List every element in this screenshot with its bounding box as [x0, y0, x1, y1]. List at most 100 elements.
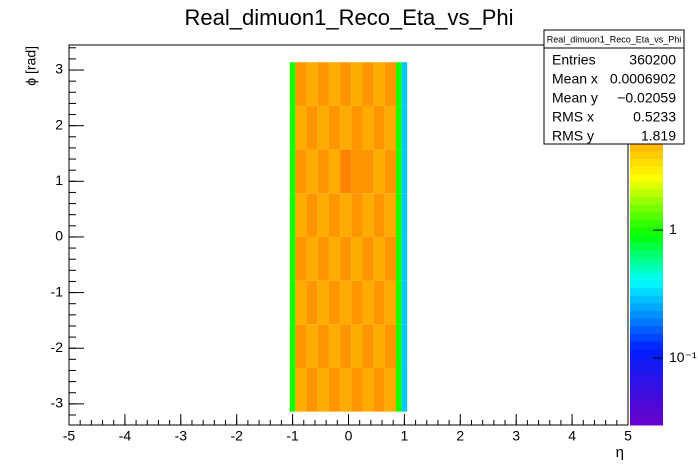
- color-scale-step: [630, 189, 663, 198]
- heat-cell: [401, 149, 408, 194]
- heat-cell: [351, 280, 363, 325]
- color-scale-step: [630, 341, 663, 350]
- heat-cell: [317, 149, 329, 194]
- y-tick-label: 2: [55, 116, 63, 132]
- heat-cell: [351, 105, 363, 150]
- color-scale-step: [630, 311, 663, 320]
- heat-cell: [328, 280, 341, 325]
- z-tick-label: 10⁻¹: [669, 349, 697, 365]
- stats-label: Mean x: [552, 71, 598, 87]
- heat-cell: [317, 62, 329, 106]
- heat-cell: [351, 62, 363, 106]
- color-scale-step: [630, 151, 663, 160]
- color-scale-step: [630, 288, 663, 297]
- heat-cell: [295, 149, 307, 194]
- color-scale-step: [630, 280, 663, 289]
- x-tick-label: 2: [456, 428, 464, 444]
- heat-cell: [384, 367, 397, 412]
- color-scale-step: [630, 402, 663, 411]
- color-scale-step: [630, 387, 663, 396]
- heat-cell: [384, 149, 397, 194]
- y-tick-label: 0: [55, 228, 63, 244]
- heat-cell: [396, 193, 402, 237]
- stats-value: 0.0006902: [610, 71, 676, 87]
- heat-cell: [396, 324, 402, 368]
- z-tick-label: 1: [669, 221, 677, 237]
- heat-cell: [295, 236, 307, 281]
- heat-cell: [384, 193, 397, 237]
- heat-cell: [373, 193, 385, 237]
- heat-cell: [306, 280, 318, 325]
- heat-cell: [289, 236, 296, 281]
- heat-cell: [317, 280, 329, 325]
- heat-cell: [340, 105, 352, 150]
- heat-cell: [362, 193, 374, 237]
- heat-cell: [384, 236, 397, 281]
- heat-cell: [396, 62, 402, 106]
- x-tick-label: -3: [175, 428, 188, 444]
- x-tick-label: 0: [345, 428, 353, 444]
- color-scale-step: [630, 159, 663, 168]
- y-tick-label: -3: [51, 395, 64, 411]
- stats-label: Mean y: [552, 90, 598, 106]
- color-scale-step: [630, 409, 663, 418]
- heat-cell: [328, 105, 341, 150]
- heat-cell: [289, 62, 296, 106]
- heat-cell: [328, 236, 341, 281]
- stats-box: [543, 29, 685, 145]
- heat-cell: [384, 62, 397, 106]
- stats-value: 1.819: [641, 128, 676, 144]
- heat-cell: [351, 193, 363, 237]
- heat-cell: [317, 105, 329, 150]
- heat-cell: [362, 149, 374, 194]
- y-tick-label: -1: [51, 283, 64, 299]
- color-scale-step: [630, 417, 663, 426]
- color-scale-step: [630, 212, 663, 221]
- stats-value: 0.5233: [633, 109, 676, 125]
- heat-cell: [289, 280, 296, 325]
- stats-value: 360200: [629, 52, 676, 68]
- heat-cell: [362, 367, 374, 412]
- x-tick-label: -2: [230, 428, 243, 444]
- chart-title: Real_dimuon1_Reco_Eta_vs_Phi: [185, 5, 514, 30]
- heat-cell: [289, 105, 296, 150]
- color-scale-step: [630, 273, 663, 282]
- heat-cell: [317, 324, 329, 368]
- y-tick-label: -2: [51, 339, 64, 355]
- heat-cell: [306, 105, 318, 150]
- heat-cell: [401, 62, 408, 106]
- heat-cell: [373, 280, 385, 325]
- heat-cell: [317, 236, 329, 281]
- heat-cell: [351, 149, 363, 194]
- heat-cell: [396, 367, 402, 412]
- y-tick-label: 3: [55, 61, 63, 77]
- heat-cell: [351, 367, 363, 412]
- heat-cell: [401, 236, 408, 281]
- color-scale-step: [630, 333, 663, 342]
- heat-cell: [362, 324, 374, 368]
- color-scale-step: [630, 219, 663, 228]
- heat-cell: [401, 367, 408, 412]
- heat-cell: [373, 367, 385, 412]
- x-tick-label: -1: [286, 428, 299, 444]
- color-scale-step: [630, 379, 663, 388]
- color-scale-step: [630, 349, 663, 358]
- heat-cell: [373, 236, 385, 281]
- heat-cell: [362, 105, 374, 150]
- heat-cell: [396, 280, 402, 325]
- heat-cell: [289, 367, 296, 412]
- color-scale-step: [630, 371, 663, 380]
- heat-cell: [384, 105, 397, 150]
- heat-cell: [306, 193, 318, 237]
- heat-cell: [401, 105, 408, 150]
- color-scale-step: [630, 181, 663, 190]
- color-scale-step: [630, 174, 663, 183]
- heat-cell: [340, 280, 352, 325]
- heat-cell: [373, 324, 385, 368]
- heat-cell: [396, 105, 402, 150]
- heat-cell: [373, 105, 385, 150]
- heat-cell: [306, 324, 318, 368]
- x-tick-label: 3: [512, 428, 520, 444]
